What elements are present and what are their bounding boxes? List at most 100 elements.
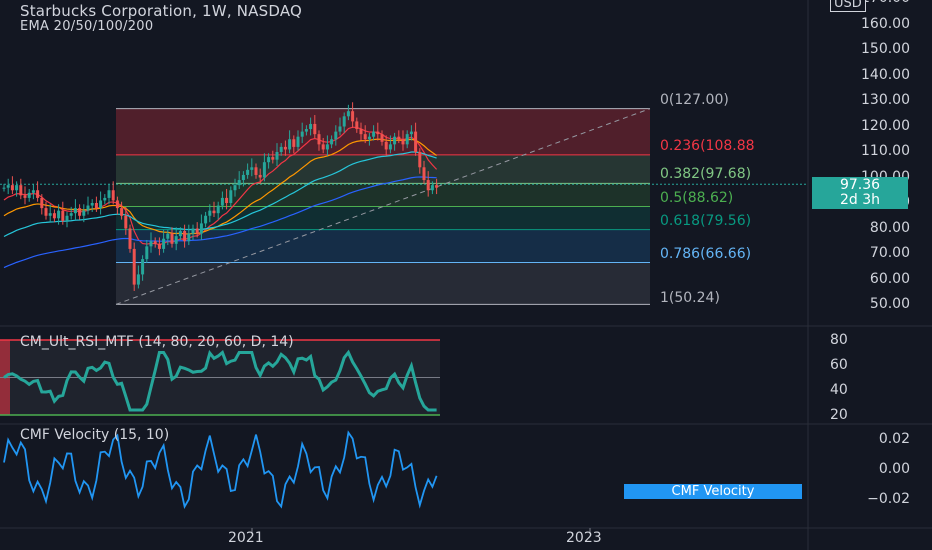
price-tick: 140.00 bbox=[861, 66, 910, 83]
candle-body bbox=[157, 243, 161, 249]
fib-level-label: 0.618(79.56) bbox=[660, 212, 752, 229]
fib-zone bbox=[116, 183, 650, 207]
candle-body bbox=[380, 134, 384, 142]
candle-body bbox=[325, 144, 329, 150]
candle-body bbox=[304, 129, 308, 132]
candle-body bbox=[283, 146, 287, 150]
candle-body bbox=[292, 139, 296, 147]
candle-body bbox=[300, 131, 304, 137]
candle-body bbox=[351, 111, 355, 122]
candle-body bbox=[355, 121, 359, 130]
fib-level-label: 0.382(97.68) bbox=[660, 166, 752, 183]
candle-body bbox=[241, 174, 245, 181]
candle-body bbox=[15, 185, 19, 191]
candle-body bbox=[141, 259, 145, 275]
candle-body bbox=[246, 169, 250, 175]
candle-body bbox=[82, 210, 86, 216]
rsi-pane bbox=[0, 339, 440, 416]
candle-body bbox=[136, 274, 140, 285]
candle-body bbox=[103, 197, 107, 201]
ema-100-line bbox=[3, 151, 437, 238]
price-tick: 120.00 bbox=[861, 117, 910, 134]
candle-body bbox=[279, 146, 283, 152]
cmf-tick: 0.02 bbox=[878, 431, 910, 447]
candle-body bbox=[233, 185, 237, 191]
candle-body bbox=[321, 144, 325, 150]
candle-body bbox=[288, 139, 292, 150]
fib-level-label: 0.786(66.66) bbox=[660, 245, 752, 262]
candle-body bbox=[86, 205, 90, 211]
candle-body bbox=[174, 236, 178, 244]
candle-body bbox=[23, 195, 27, 198]
cmf-velocity-tag: CMF Velocity bbox=[624, 484, 802, 499]
candle-body bbox=[78, 208, 82, 216]
candle-body bbox=[10, 185, 14, 191]
ema-200-line bbox=[3, 176, 437, 269]
price-tick: 130.00 bbox=[861, 92, 910, 108]
candle-body bbox=[346, 111, 350, 117]
candle-body bbox=[435, 185, 439, 188]
currency-badge[interactable]: USD bbox=[830, 0, 866, 12]
fib-level-label: 0.236(108.88 bbox=[660, 137, 755, 154]
candle-body bbox=[73, 208, 77, 214]
candle-body bbox=[254, 167, 258, 175]
fib-retracement[interactable] bbox=[0, 108, 808, 305]
rsi-indicator-label[interactable]: CM_Ult_RSI_MTF (14, 80, 20, 60, D, 14) bbox=[20, 334, 294, 350]
price-tick: 50.00 bbox=[869, 296, 910, 312]
price-candles bbox=[2, 102, 439, 291]
candle-body bbox=[199, 223, 203, 234]
candle-body bbox=[27, 192, 31, 198]
candle-body bbox=[330, 139, 334, 145]
cmf-pane bbox=[3, 430, 438, 510]
candle-body bbox=[384, 141, 388, 150]
candle-body bbox=[94, 203, 98, 209]
candle-body bbox=[258, 174, 262, 178]
candle-body bbox=[267, 157, 271, 163]
candle-body bbox=[372, 131, 376, 137]
candle-body bbox=[162, 238, 166, 249]
fib-level-label: 1(50.24) bbox=[660, 290, 720, 307]
fib-trend-line bbox=[115, 108, 651, 305]
candle-body bbox=[317, 134, 321, 145]
rsi-tick: 60 bbox=[830, 357, 848, 373]
candle-body bbox=[220, 197, 224, 206]
fib-zone bbox=[116, 262, 650, 305]
candle-body bbox=[229, 190, 233, 203]
last-price-value: 97.36 bbox=[839, 177, 881, 193]
price-tick: 70.00 bbox=[869, 245, 910, 261]
candle-body bbox=[44, 208, 48, 216]
cmf-velocity-line bbox=[3, 430, 438, 510]
candle-body bbox=[204, 215, 208, 224]
fib-zone bbox=[116, 108, 650, 155]
candle-body bbox=[359, 129, 363, 135]
candle-body bbox=[216, 205, 220, 214]
candle-body bbox=[237, 180, 241, 186]
candle-body bbox=[422, 167, 426, 181]
candle-body bbox=[405, 134, 409, 145]
time-tick: 2023 bbox=[566, 530, 602, 546]
candle-body bbox=[393, 136, 397, 145]
candle-body bbox=[418, 152, 422, 168]
candle-body bbox=[338, 126, 342, 132]
candle-body bbox=[430, 185, 434, 191]
candle-body bbox=[2, 187, 6, 189]
rsi-tick: 20 bbox=[830, 407, 848, 423]
candle-body bbox=[36, 190, 40, 198]
fib-zone bbox=[116, 229, 650, 263]
cmf-tick: 0.00 bbox=[878, 461, 910, 477]
indicator-legend: EMA 20/50/100/200 bbox=[20, 19, 154, 34]
candle-body bbox=[187, 233, 191, 242]
candle-body bbox=[132, 248, 136, 285]
candle-body bbox=[65, 215, 69, 221]
candle-body bbox=[120, 208, 124, 216]
candle-body bbox=[90, 203, 94, 206]
candle-body bbox=[195, 228, 199, 234]
cmf-indicator-label[interactable]: CMF Velocity (15, 10) bbox=[20, 427, 170, 443]
candle-body bbox=[183, 231, 187, 242]
candle-body bbox=[376, 131, 380, 135]
price-tick: 80.00 bbox=[869, 219, 910, 236]
candle-body bbox=[191, 228, 195, 234]
candle-body bbox=[115, 200, 119, 209]
